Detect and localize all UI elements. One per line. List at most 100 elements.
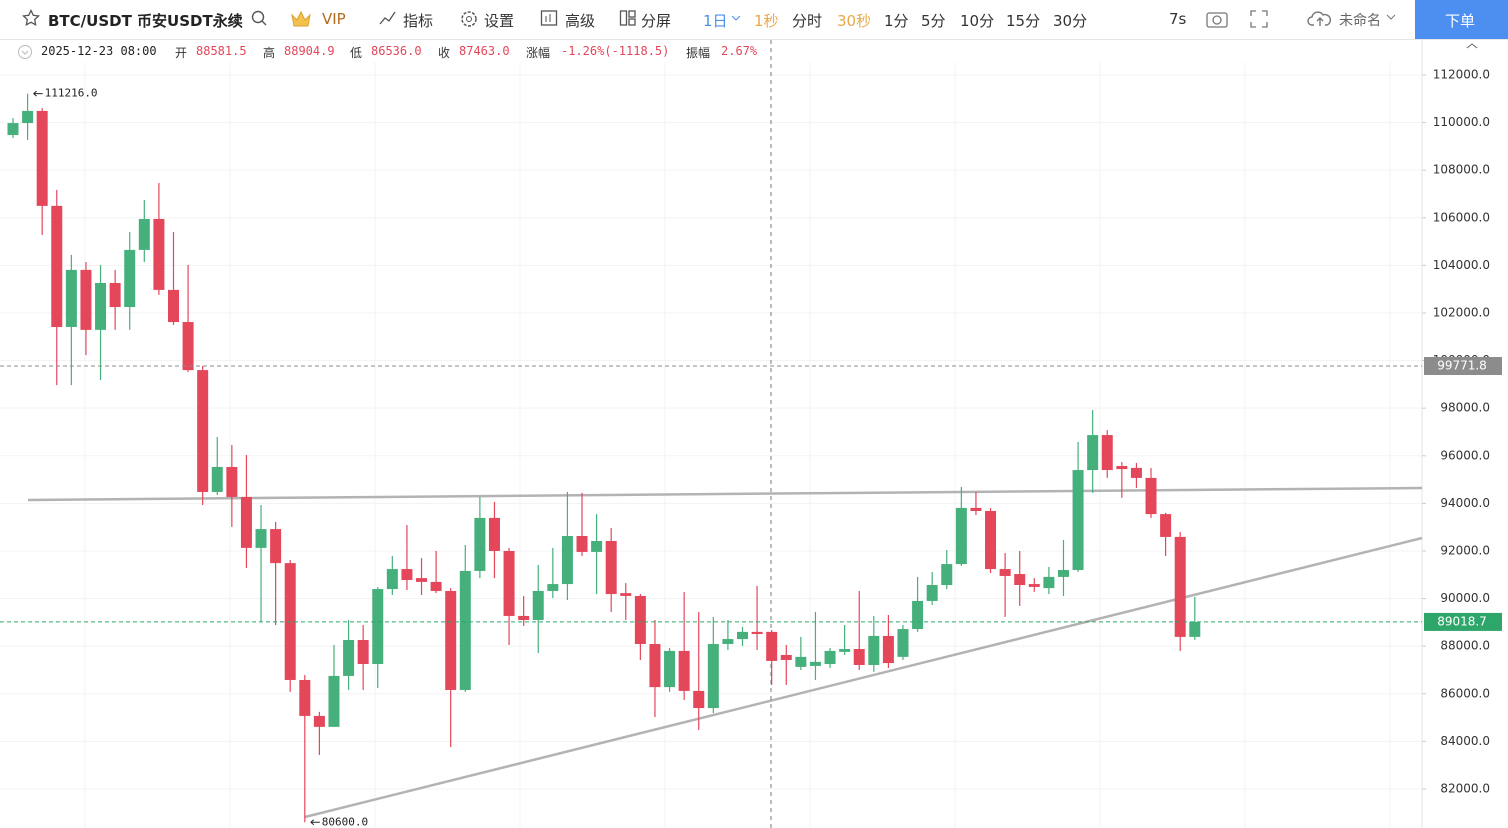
y-tick-label: 110000.0 — [1433, 115, 1490, 129]
layout-name[interactable]: 未命名 — [1339, 13, 1381, 29]
candle-body — [839, 649, 851, 652]
candle-body — [459, 570, 471, 690]
candle-body — [80, 269, 92, 330]
tool[interactable]: 分屏 — [641, 12, 672, 30]
candle-body — [109, 282, 121, 308]
candle-body — [591, 540, 603, 552]
candle-body — [51, 205, 63, 328]
collapse-icon[interactable] — [17, 44, 33, 60]
star-icon[interactable] — [22, 9, 40, 27]
candle-body — [197, 370, 209, 492]
candle-body — [795, 656, 807, 667]
advanced-icon[interactable] — [540, 9, 558, 27]
candle-body — [153, 218, 165, 290]
info-label: 低 — [350, 46, 363, 60]
interval[interactable]: 10分 — [960, 12, 995, 30]
extreme-arrow — [310, 819, 320, 826]
y-tick-label: 98000.0 — [1440, 401, 1490, 415]
order-button[interactable]: 下单 — [1415, 0, 1508, 39]
candle-body — [167, 289, 179, 323]
candle-body — [912, 600, 924, 630]
interval-active[interactable]: 1日 — [703, 12, 728, 30]
price-tag-label: 99771.8 — [1437, 359, 1487, 373]
symbol[interactable]: BTC/USDT 币安USDT永续 — [48, 12, 243, 30]
candle-body — [620, 593, 632, 596]
candle-body — [868, 635, 880, 665]
interval[interactable]: 5分 — [921, 12, 946, 30]
candle-body — [809, 661, 821, 666]
candle-body — [372, 589, 384, 665]
candle-body — [1028, 584, 1040, 587]
candle-body — [1043, 576, 1055, 589]
candle-body — [124, 249, 136, 308]
tool[interactable]: 高级 — [565, 12, 596, 30]
info-time: 2025-12-23 08:00 — [41, 44, 157, 58]
interval[interactable]: 30秒 — [837, 12, 872, 30]
y-tick-label: 94000.0 — [1440, 496, 1490, 510]
y-tick-label: 112000.0 — [1433, 67, 1490, 81]
chevron[interactable] — [731, 14, 741, 22]
interval[interactable]: 30分 — [1053, 12, 1088, 30]
cloud-icon[interactable] — [1307, 9, 1333, 29]
candle-body — [532, 590, 544, 620]
chevron[interactable] — [1386, 13, 1396, 21]
candle-body — [941, 564, 953, 586]
settings-icon[interactable] — [459, 9, 479, 29]
price-tag-label: 89018.7 — [1437, 614, 1487, 628]
info-label: 高 — [263, 46, 276, 60]
vip[interactable]: VIP — [322, 10, 346, 28]
indicator-icon[interactable] — [378, 9, 398, 27]
candle-body — [1057, 570, 1069, 577]
candle-body — [343, 639, 355, 676]
candle-body — [707, 644, 719, 709]
candle-body — [1160, 514, 1172, 537]
candle-body — [853, 649, 865, 665]
crown-icon[interactable] — [290, 9, 312, 29]
candle-body — [22, 110, 34, 124]
candle-body — [1072, 470, 1084, 571]
candle-body — [605, 540, 617, 595]
info-label: 收 — [438, 46, 451, 60]
candle-body — [488, 517, 500, 551]
camera-icon[interactable] — [1205, 9, 1229, 29]
candle-body — [576, 535, 588, 552]
split-icon[interactable] — [619, 9, 637, 27]
candle-body — [95, 282, 107, 330]
interval[interactable]: 1分 — [884, 12, 909, 30]
y-tick-label: 84000.0 — [1440, 734, 1490, 748]
interval[interactable]: 1秒 — [754, 12, 779, 30]
price-tag — [1424, 612, 1502, 631]
toolbar: BTC/USDT 币安USDT永续 VIP 指标 设置 高级 分屏 1日 1秒 … — [0, 0, 1508, 40]
candle-body — [182, 322, 194, 371]
refresh[interactable]: 7s — [1169, 10, 1187, 28]
candle-body — [737, 631, 748, 640]
interval[interactable]: 15分 — [1006, 12, 1041, 30]
extreme-arrow — [33, 90, 43, 97]
candle-body — [36, 110, 48, 206]
candle-body — [503, 550, 515, 616]
y-tick-label: 96000.0 — [1440, 448, 1490, 462]
trend-line — [27, 486, 1423, 502]
info-value: 87463.0 — [459, 44, 510, 58]
info-value: 2.67% — [721, 44, 758, 58]
candle-body — [882, 635, 894, 664]
candle-body — [926, 585, 938, 601]
info-value: 88904.9 — [284, 44, 335, 58]
tool[interactable]: 指标 — [403, 12, 434, 30]
candle-body — [357, 639, 369, 665]
candle-body — [518, 615, 530, 620]
candle-body — [693, 690, 705, 709]
candle-body — [474, 517, 486, 571]
tool[interactable]: 设置 — [484, 12, 515, 30]
fullscreen-icon[interactable] — [1249, 9, 1269, 29]
interval[interactable]: 分时 — [792, 12, 823, 30]
candle-body — [547, 584, 559, 591]
search-icon[interactable] — [250, 9, 268, 27]
candle-body — [561, 535, 573, 585]
price-axis — [1422, 40, 1508, 828]
info-label: 振幅 — [686, 46, 711, 60]
y-tick-label: 90000.0 — [1440, 591, 1490, 605]
candle-body — [649, 644, 661, 688]
candle-body — [766, 631, 778, 661]
